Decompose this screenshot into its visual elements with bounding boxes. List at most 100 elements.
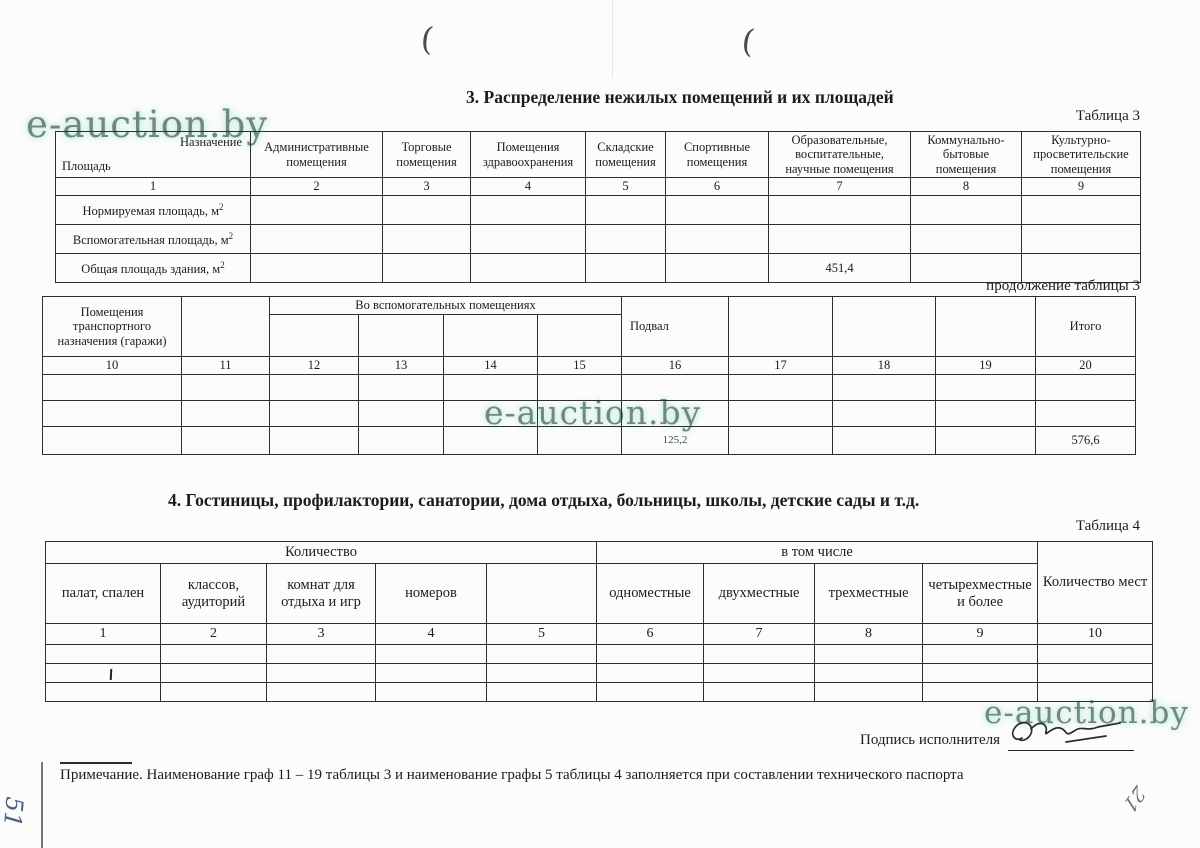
row-label: Нормируемая площадь, м2 bbox=[55, 195, 251, 226]
signature-label: Подпись исполнителя bbox=[860, 732, 1000, 748]
table-cell: 12 bbox=[269, 356, 359, 375]
table-cell bbox=[703, 682, 816, 702]
table-cell: 3 bbox=[266, 623, 376, 645]
table-cell bbox=[42, 400, 182, 427]
column-header: Спортивные помещения bbox=[665, 130, 769, 179]
table-header-row: Назначение Площадь Административные поме… bbox=[55, 130, 1141, 179]
table-cell: 16 bbox=[621, 356, 729, 375]
group-header: Во вспомогательных помещениях bbox=[269, 296, 622, 315]
table-cell bbox=[375, 644, 487, 664]
column-header: одноместные bbox=[596, 563, 705, 624]
table-cell bbox=[596, 644, 705, 664]
table-cell: 17 bbox=[728, 356, 833, 375]
column-header-empty bbox=[832, 296, 936, 357]
scan-mark-left: ( bbox=[419, 19, 436, 59]
table-cell bbox=[1021, 224, 1141, 255]
table-cell bbox=[832, 374, 936, 401]
cell-value: 576,6 bbox=[1035, 426, 1136, 455]
table-cell bbox=[1037, 644, 1154, 664]
table-row bbox=[42, 400, 1136, 427]
table-cell bbox=[358, 400, 444, 427]
table-cell bbox=[910, 224, 1022, 255]
column-header-empty bbox=[728, 296, 833, 357]
table-cell bbox=[358, 426, 444, 455]
table-cell bbox=[42, 374, 182, 401]
table-cell: 6 bbox=[596, 623, 705, 645]
table-cell bbox=[1037, 682, 1154, 702]
table-cell bbox=[665, 224, 769, 255]
table-cell: 10 bbox=[1037, 623, 1154, 645]
table-cell: 1 bbox=[45, 623, 161, 645]
table-cell bbox=[358, 374, 444, 401]
table-header-row: Количество в том числе Количество мест bbox=[44, 541, 1154, 624]
column-number-row: 1 2 3 4 5 6 7 8 9 10 bbox=[45, 623, 1154, 645]
column-header: Итого bbox=[1035, 296, 1136, 357]
table-cell bbox=[443, 400, 538, 427]
table-cell bbox=[45, 644, 161, 664]
column-header-empty bbox=[269, 314, 359, 357]
table-cell bbox=[160, 644, 267, 664]
fold-line bbox=[612, 0, 613, 78]
table-cell bbox=[922, 682, 1039, 702]
table-cell bbox=[181, 400, 270, 427]
table-cell bbox=[596, 663, 705, 683]
table-4-hotels: Количество в том числе Количество мест п… bbox=[44, 541, 1154, 702]
table-cell bbox=[814, 663, 924, 683]
table-row: Нормируемая площадь, м2 bbox=[55, 195, 1141, 226]
column-header: четырехместные и более bbox=[922, 563, 1039, 624]
table-cell bbox=[922, 663, 1039, 683]
footnote-rule bbox=[60, 762, 132, 764]
column-header: номеров bbox=[375, 563, 487, 624]
column-header: Торговые помещения bbox=[382, 130, 471, 179]
column-header: трехместные bbox=[814, 563, 924, 624]
table-cell: 5 bbox=[485, 623, 598, 645]
table-cell: 7 bbox=[703, 623, 816, 645]
column-header-empty bbox=[358, 314, 444, 357]
table-cell bbox=[596, 682, 705, 702]
cell-value: 125,2 bbox=[621, 426, 729, 455]
table-cell bbox=[382, 253, 471, 284]
table-cell: 7 bbox=[768, 177, 911, 197]
table-cell bbox=[269, 426, 359, 455]
table-cell bbox=[621, 374, 729, 401]
table-cell bbox=[832, 426, 936, 455]
scan-mark-right: ( bbox=[739, 21, 758, 61]
table-cell bbox=[470, 195, 586, 226]
table-cell bbox=[160, 682, 267, 702]
table-cell bbox=[443, 426, 538, 455]
table-cell bbox=[537, 400, 622, 427]
table-cell bbox=[45, 682, 161, 702]
table-cell bbox=[375, 682, 487, 702]
table-row bbox=[45, 644, 1154, 664]
section-4-title: 4. Гостиницы, профилактории, санатории, … bbox=[168, 490, 920, 510]
table-cell bbox=[832, 400, 936, 427]
column-header: Складские помещения bbox=[585, 130, 666, 179]
scan-edge-line bbox=[41, 762, 43, 848]
table-cell: 10 bbox=[42, 356, 182, 375]
table-cell bbox=[470, 224, 586, 255]
table-cell bbox=[181, 426, 270, 455]
table-cell: 8 bbox=[814, 623, 924, 645]
column-header-empty bbox=[181, 296, 270, 357]
column-header: двухместные bbox=[703, 563, 816, 624]
table-cell bbox=[1021, 195, 1141, 226]
row-label: Общая площадь здания, м2 bbox=[55, 253, 251, 284]
signature-line bbox=[1008, 716, 1134, 751]
column-header: Коммунально-бытовые помещения bbox=[910, 130, 1022, 179]
table-cell bbox=[266, 644, 376, 664]
column-header: Подвал bbox=[621, 296, 729, 357]
table-cell bbox=[1035, 400, 1136, 427]
table-cell bbox=[703, 644, 816, 664]
column-header-empty bbox=[485, 563, 598, 624]
table-cell: 14 bbox=[443, 356, 538, 375]
corner-header-cell: Назначение Площадь bbox=[55, 130, 251, 179]
table-cell bbox=[266, 663, 376, 683]
table-3-label: Таблица 3 bbox=[1075, 108, 1140, 124]
corner-top-label: Назначение bbox=[179, 135, 242, 149]
column-header: Количество мест bbox=[1037, 541, 1154, 624]
table-cell bbox=[269, 374, 359, 401]
table-cell bbox=[768, 195, 911, 226]
table-cell: 5 bbox=[585, 177, 666, 197]
table-cell: 2 bbox=[250, 177, 383, 197]
